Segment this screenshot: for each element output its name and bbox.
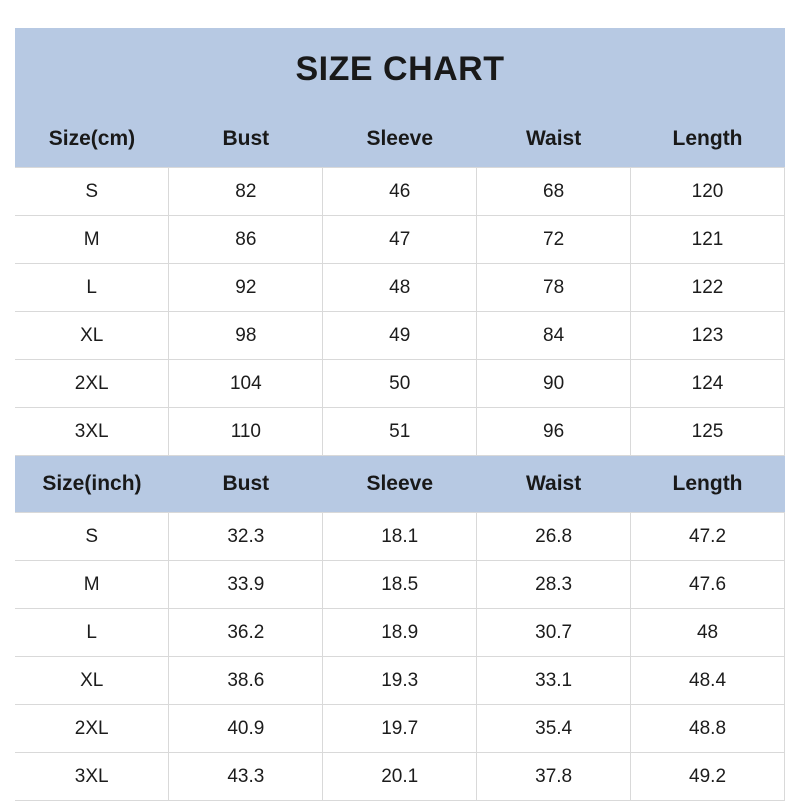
measurement-value-cell: 104 <box>168 359 324 408</box>
col-header-bust: Bust <box>168 456 323 513</box>
size-label-cell: M <box>15 560 170 609</box>
measurement-value-cell: 47.2 <box>630 512 785 561</box>
size-label-cell: 3XL <box>15 407 170 456</box>
measurement-value-cell: 26.8 <box>476 512 632 561</box>
col-header-size-cm: Size(cm) <box>15 110 169 168</box>
header-row: Size(inch) Bust Sleeve Waist Length <box>15 456 785 513</box>
measurement-value-cell: 19.3 <box>322 656 478 705</box>
measurement-value-cell: 125 <box>630 407 785 456</box>
measurement-value-cell: 51 <box>322 407 478 456</box>
table-row: L 92 48 78 122 <box>15 263 785 312</box>
measurement-value-cell: 48 <box>630 608 785 657</box>
measurement-value-cell: 84 <box>476 311 632 360</box>
measurement-value-cell: 90 <box>476 359 632 408</box>
col-header-length: Length <box>630 456 785 513</box>
table-row: S 82 46 68 120 <box>15 167 785 216</box>
measurement-value-cell: 86 <box>168 215 324 264</box>
table-row: S 32.3 18.1 26.8 47.2 <box>15 512 785 561</box>
measurement-value-cell: 32.3 <box>168 512 324 561</box>
measurement-value-cell: 36.2 <box>168 608 324 657</box>
measurement-value-cell: 68 <box>476 167 632 216</box>
measurement-value-cell: 123 <box>630 311 785 360</box>
measurement-value-cell: 18.5 <box>322 560 478 609</box>
table-row: XL 38.6 19.3 33.1 48.4 <box>15 656 785 705</box>
measurement-value-cell: 30.7 <box>476 608 632 657</box>
size-label-cell: S <box>15 167 170 216</box>
measurement-value-cell: 78 <box>476 263 632 312</box>
measurement-value-cell: 72 <box>476 215 632 264</box>
size-table-cm-body: S 82 46 68 120 M 86 47 72 121 L 92 48 78 122 XL 98 49 84 12… <box>15 167 785 456</box>
measurement-value-cell: 40.9 <box>168 704 324 753</box>
col-header-sleeve: Sleeve <box>322 456 477 513</box>
measurement-value-cell: 19.7 <box>322 704 478 753</box>
measurement-value-cell: 92 <box>168 263 324 312</box>
measurement-value-cell: 121 <box>630 215 785 264</box>
measurement-value-cell: 120 <box>630 167 785 216</box>
size-chart-title-band: SIZE CHART <box>15 28 785 110</box>
measurement-value-cell: 96 <box>476 407 632 456</box>
measurement-value-cell: 35.4 <box>476 704 632 753</box>
measurement-value-cell: 82 <box>168 167 324 216</box>
size-chart: SIZE CHART Size(cm) Bust Sleeve Waist Le… <box>15 28 785 801</box>
size-label-cell: 2XL <box>15 704 170 753</box>
measurement-value-cell: 124 <box>630 359 785 408</box>
col-header-waist: Waist <box>476 110 631 168</box>
measurement-value-cell: 122 <box>630 263 785 312</box>
measurement-value-cell: 33.1 <box>476 656 632 705</box>
measurement-value-cell: 18.1 <box>322 512 478 561</box>
size-table-inch-body: S 32.3 18.1 26.8 47.2 M 33.9 18.5 28.3 47.6 L 36.2 1… <box>15 512 785 801</box>
measurement-value-cell: 50 <box>322 359 478 408</box>
measurement-value-cell: 28.3 <box>476 560 632 609</box>
table-row: M 86 47 72 121 <box>15 215 785 264</box>
size-label-cell: XL <box>15 656 170 705</box>
size-label-cell: 2XL <box>15 359 170 408</box>
size-label-cell: M <box>15 215 170 264</box>
measurement-value-cell: 38.6 <box>168 656 324 705</box>
header-row: Size(cm) Bust Sleeve Waist Length <box>15 110 785 168</box>
measurement-value-cell: 49.2 <box>630 752 785 801</box>
measurement-value-cell: 49 <box>322 311 478 360</box>
measurement-value-cell: 43.3 <box>168 752 324 801</box>
measurement-value-cell: 18.9 <box>322 608 478 657</box>
col-header-length: Length <box>630 110 785 168</box>
measurement-value-cell: 46 <box>322 167 478 216</box>
size-label-cell: L <box>15 263 170 312</box>
size-label-cell: XL <box>15 311 170 360</box>
measurement-value-cell: 33.9 <box>168 560 324 609</box>
table-row: XL 98 49 84 123 <box>15 311 785 360</box>
size-label-cell: 3XL <box>15 752 170 801</box>
size-table-cm: Size(cm) Bust Sleeve Waist Length S 82 46 6… <box>15 110 785 456</box>
table-row: 3XL 110 51 96 125 <box>15 407 785 456</box>
size-table-inch-header: Size(inch) Bust Sleeve Waist Length <box>15 456 785 513</box>
measurement-value-cell: 37.8 <box>476 752 632 801</box>
measurement-value-cell: 20.1 <box>322 752 478 801</box>
measurement-value-cell: 47.6 <box>630 560 785 609</box>
size-label-cell: L <box>15 608 170 657</box>
measurement-value-cell: 48.8 <box>630 704 785 753</box>
size-label-cell: S <box>15 512 170 561</box>
col-header-bust: Bust <box>168 110 323 168</box>
table-row: 3XL 43.3 20.1 37.8 49.2 <box>15 752 785 801</box>
measurement-value-cell: 110 <box>168 407 324 456</box>
size-table-inch: Size(inch) Bust Sleeve Waist Length S 32.… <box>15 456 785 801</box>
col-header-size-inch: Size(inch) <box>15 456 169 513</box>
measurement-value-cell: 48 <box>322 263 478 312</box>
measurement-value-cell: 47 <box>322 215 478 264</box>
measurement-value-cell: 48.4 <box>630 656 785 705</box>
measurement-value-cell: 98 <box>168 311 324 360</box>
table-row: 2XL 40.9 19.7 35.4 48.8 <box>15 704 785 753</box>
table-row: M 33.9 18.5 28.3 47.6 <box>15 560 785 609</box>
col-header-sleeve: Sleeve <box>322 110 477 168</box>
table-row: 2XL 104 50 90 124 <box>15 359 785 408</box>
size-table-cm-header: Size(cm) Bust Sleeve Waist Length <box>15 110 785 168</box>
page-title: SIZE CHART <box>295 49 505 88</box>
col-header-waist: Waist <box>476 456 631 513</box>
table-row: L 36.2 18.9 30.7 48 <box>15 608 785 657</box>
